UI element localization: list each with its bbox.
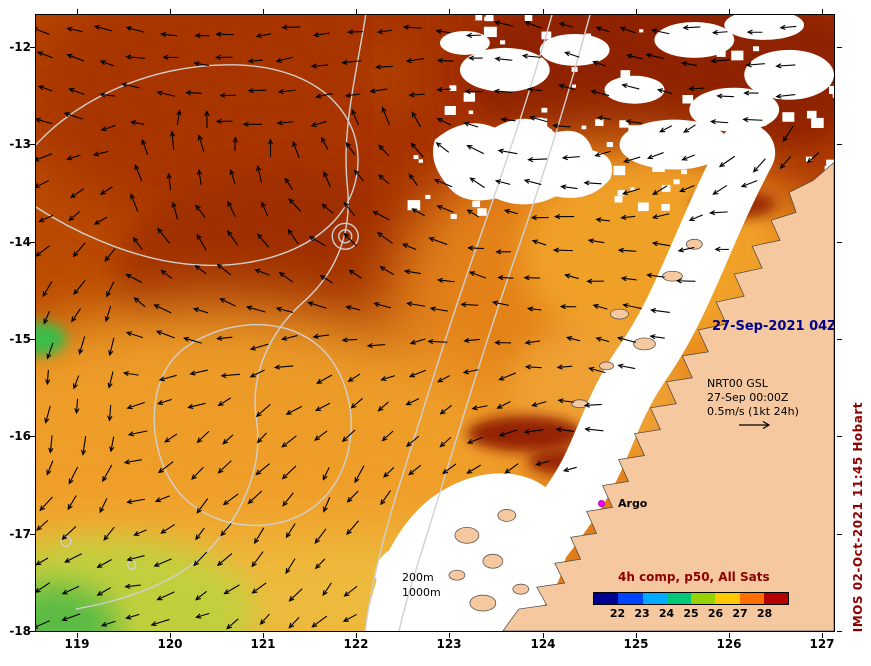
colorbar-tick-label: 25 [683,607,699,620]
land-layer [448,162,834,631]
colorbar-segment [594,593,619,604]
map-plot-area: 27-Sep-2021 04Z NRT00 GSL 27-Sep 00:00Z … [35,14,835,632]
lon-tick-label: 122 [343,637,369,651]
axis-tick [837,436,842,437]
colorbar-tick-label: 22 [609,607,626,620]
axis-tick [263,633,264,638]
lon-tick-label: 119 [64,637,90,651]
argo-float-marker [598,500,605,507]
depth-contour-label-200m: 200m [402,571,434,584]
axis-tick [30,242,35,243]
lat-tick-label: -14 [9,235,31,249]
axis-tick [77,633,78,638]
axis-tick [30,436,35,437]
colorbar-segment [618,593,643,604]
colorbar-segment [739,593,764,604]
axis-tick [449,633,450,638]
axis-tick [837,47,842,48]
product-info-block: NRT00 GSL 27-Sep 00:00Z 0.5m/s (1kt 24h) [707,377,799,419]
lon-tick-label: 125 [623,637,649,651]
lat-tick-label: -17 [9,527,31,541]
axis-tick [356,9,357,14]
axis-tick [729,633,730,638]
colorbar-segment [715,593,740,604]
axis-tick [30,339,35,340]
product-time-label: 27-Sep 00:00Z [707,391,789,404]
colorbar-tick-label: 27 [732,607,748,620]
colorbar-tick-label: 28 [756,607,773,620]
axis-tick [170,9,171,14]
axis-tick [170,633,171,638]
axis-tick [543,9,544,14]
colorbar-tick-label: 23 [634,607,650,620]
colorbar-segment [666,593,691,604]
lon-tick-label: 123 [436,637,462,651]
axis-tick [837,242,842,243]
credit-text: IMOS 02-Oct-2021 11:45 Hobart [851,401,865,632]
axis-tick [356,633,357,638]
axis-tick [837,631,842,632]
vector-scale-label: 0.5m/s (1kt 24h) [707,405,799,418]
lon-tick-label: 124 [530,637,556,651]
vector-scale-arrow-icon [739,420,771,430]
axis-tick [30,144,35,145]
lat-tick-label: -12 [9,40,31,54]
axis-tick [636,9,637,14]
colorbar-segment [691,593,716,604]
axis-tick [263,9,264,14]
sst-field-graphic [36,15,834,631]
axis-tick [30,534,35,535]
axis-tick [77,9,78,14]
current-vector-arrows [36,20,820,630]
colorbar-title: 4h comp, p50, All Sats [618,570,770,584]
lat-tick-label: -13 [9,137,31,151]
axis-tick [636,633,637,638]
axis-tick [543,633,544,638]
depth-contour-label-1000m: 1000m [402,586,441,599]
lon-tick-label: 120 [157,637,183,651]
axis-tick [30,47,35,48]
axis-tick [30,631,35,632]
axis-tick [822,9,823,14]
lon-tick-label: 126 [716,637,742,651]
lat-tick-label: -15 [9,332,31,346]
lat-tick-label: -18 [9,624,31,638]
lat-tick-label: -16 [9,429,31,443]
axis-tick [729,9,730,14]
axis-tick [837,534,842,535]
colorbar-tick-label: 26 [707,607,724,620]
argo-label: Argo [618,497,648,510]
product-name-label: NRT00 GSL [707,377,768,390]
sst-colorbar [593,592,789,605]
colorbar-tick-label: 24 [658,607,675,620]
contour-lines [36,15,591,631]
axis-tick [449,9,450,14]
lon-tick-label: 127 [809,637,835,651]
colorbar-segment [642,593,667,604]
colorbar-segment [763,593,788,604]
axis-tick [837,144,842,145]
axis-tick [822,633,823,638]
lon-tick-label: 121 [250,637,276,651]
map-datetime-label: 27-Sep-2021 04Z [712,319,835,334]
axis-tick [837,339,842,340]
